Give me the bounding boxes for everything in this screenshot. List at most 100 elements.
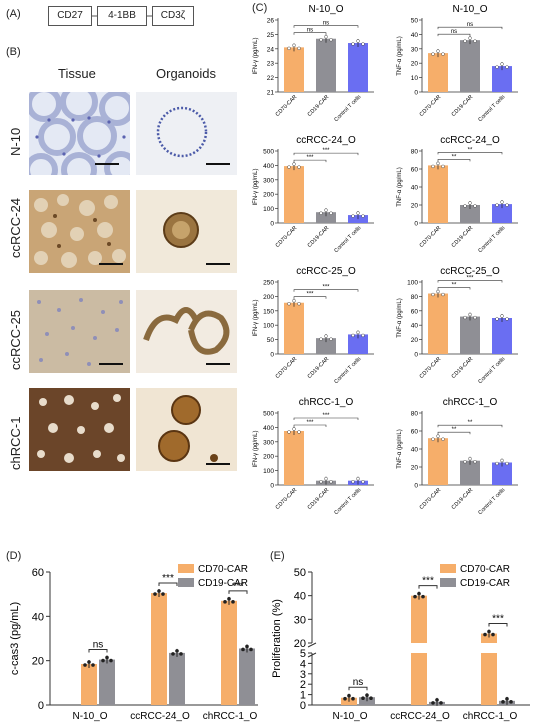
- x-tick-label: CD19-CAR: [307, 94, 331, 118]
- bar: [481, 633, 497, 643]
- sig-bracket: [437, 152, 503, 155]
- y-tick-label: 21: [267, 90, 275, 97]
- bar: [284, 302, 304, 354]
- data-point: [361, 696, 365, 700]
- row-label-n10: N-10: [8, 127, 23, 156]
- chart-title: ccRCC-24_O: [440, 135, 500, 146]
- data-point: [435, 698, 439, 702]
- bar: [348, 43, 368, 92]
- x-tick-label: Control T cells: [477, 94, 506, 123]
- panel-label-b: (B): [6, 46, 21, 58]
- sig-label: ***: [232, 581, 244, 592]
- data-point: [351, 214, 355, 218]
- data-point: [365, 693, 369, 697]
- y-tick-label: 20: [411, 465, 419, 472]
- bar: [460, 460, 480, 485]
- y-tick-label: 0: [414, 221, 418, 228]
- y-tick-label: 30: [411, 46, 419, 53]
- data-point: [463, 315, 467, 320]
- data-point: [500, 458, 504, 463]
- scale-bar: [206, 263, 230, 265]
- y-tick-label: 26: [267, 18, 275, 25]
- sig-bracket: [437, 33, 471, 37]
- data-point: [329, 211, 333, 215]
- data-point: [441, 437, 445, 441]
- data-point: [351, 42, 355, 46]
- data-point: [463, 459, 467, 464]
- data-point: [297, 302, 301, 306]
- x-tick-label: CD19-CAR: [451, 225, 475, 249]
- y-tick-label: 80: [411, 294, 419, 301]
- data-point: [324, 208, 328, 212]
- x-tick-label: Control T cells: [333, 94, 362, 123]
- bar: [151, 593, 167, 705]
- data-point: [431, 292, 435, 297]
- data-point: [329, 337, 333, 341]
- panel-label-a: (A): [6, 8, 21, 20]
- legend-swatch: [178, 578, 194, 587]
- data-point: [468, 201, 472, 205]
- row-label-ccrcc24: ccRCC-24: [8, 198, 23, 258]
- y-axis-label: TNF-α (pg/mL): [397, 429, 403, 468]
- bar: [460, 205, 480, 223]
- data-point: [505, 317, 509, 321]
- data-point: [171, 652, 175, 656]
- data-point: [347, 693, 351, 698]
- panel-label-e: (E): [270, 550, 285, 562]
- x-tick-label: ccRCC-24_O: [130, 711, 190, 722]
- data-point: [495, 317, 499, 321]
- y-axis-label: TNF-α (pg/mL): [397, 36, 403, 75]
- chart-title: ccRCC-25_O: [440, 266, 500, 277]
- sig-bracket: [88, 649, 108, 653]
- data-point: [297, 46, 301, 51]
- y-tick-label: 50: [294, 567, 306, 579]
- bar: [99, 659, 115, 705]
- y-tick-label: 0: [414, 90, 418, 97]
- x-tick-label: CD19-CAR: [307, 487, 331, 511]
- y-tick-label: 40: [411, 447, 419, 454]
- data-point: [324, 476, 328, 481]
- data-point: [319, 38, 323, 42]
- data-point: [356, 39, 360, 43]
- y-tick-label: 2: [300, 679, 306, 691]
- sig-bracket: [228, 590, 248, 594]
- sig-label: ns: [451, 29, 457, 35]
- x-tick-label: CD70-CAR: [419, 225, 443, 249]
- data-point: [463, 39, 467, 43]
- data-point: [491, 632, 495, 637]
- axis-break-mark: [307, 642, 317, 648]
- bar: [481, 653, 497, 705]
- chart-tnf-ccrcc25: ccRCC-25_O 0 20 40 60 80 100 TNF-α (pg/mL) CD70-…: [397, 266, 518, 385]
- data-point: [329, 38, 333, 42]
- bar: [428, 165, 448, 223]
- bar: [284, 431, 304, 485]
- y-tick-label: 50: [267, 337, 275, 344]
- data-point: [175, 649, 179, 653]
- sig-label: **: [452, 283, 457, 289]
- data-point: [505, 697, 509, 701]
- data-point: [105, 655, 109, 660]
- data-point: [161, 592, 165, 596]
- bar: [428, 438, 448, 485]
- data-point: [319, 337, 323, 341]
- y-axis-label: IFN-γ (pg/mL): [253, 168, 259, 205]
- sig-bracket: [293, 289, 359, 292]
- data-point: [436, 434, 440, 438]
- sig-label: ***: [422, 576, 434, 587]
- data-point: [505, 461, 509, 466]
- sig-label: ***: [306, 292, 314, 298]
- sig-bracket: [158, 582, 178, 587]
- data-point: [468, 456, 472, 461]
- y-tick-label: 500: [263, 411, 274, 418]
- y-tick-label: 22: [267, 75, 275, 82]
- y-tick-label: 60: [411, 308, 419, 315]
- chart-title: ccRCC-24_O: [296, 135, 356, 146]
- sig-label: ns: [467, 22, 473, 28]
- sig-label: ns: [323, 21, 329, 27]
- data-point: [441, 292, 445, 297]
- bar: [460, 40, 480, 92]
- x-tick-label: Control T cells: [477, 487, 506, 516]
- bar: [428, 53, 448, 92]
- y-tick-label: 80: [411, 411, 419, 418]
